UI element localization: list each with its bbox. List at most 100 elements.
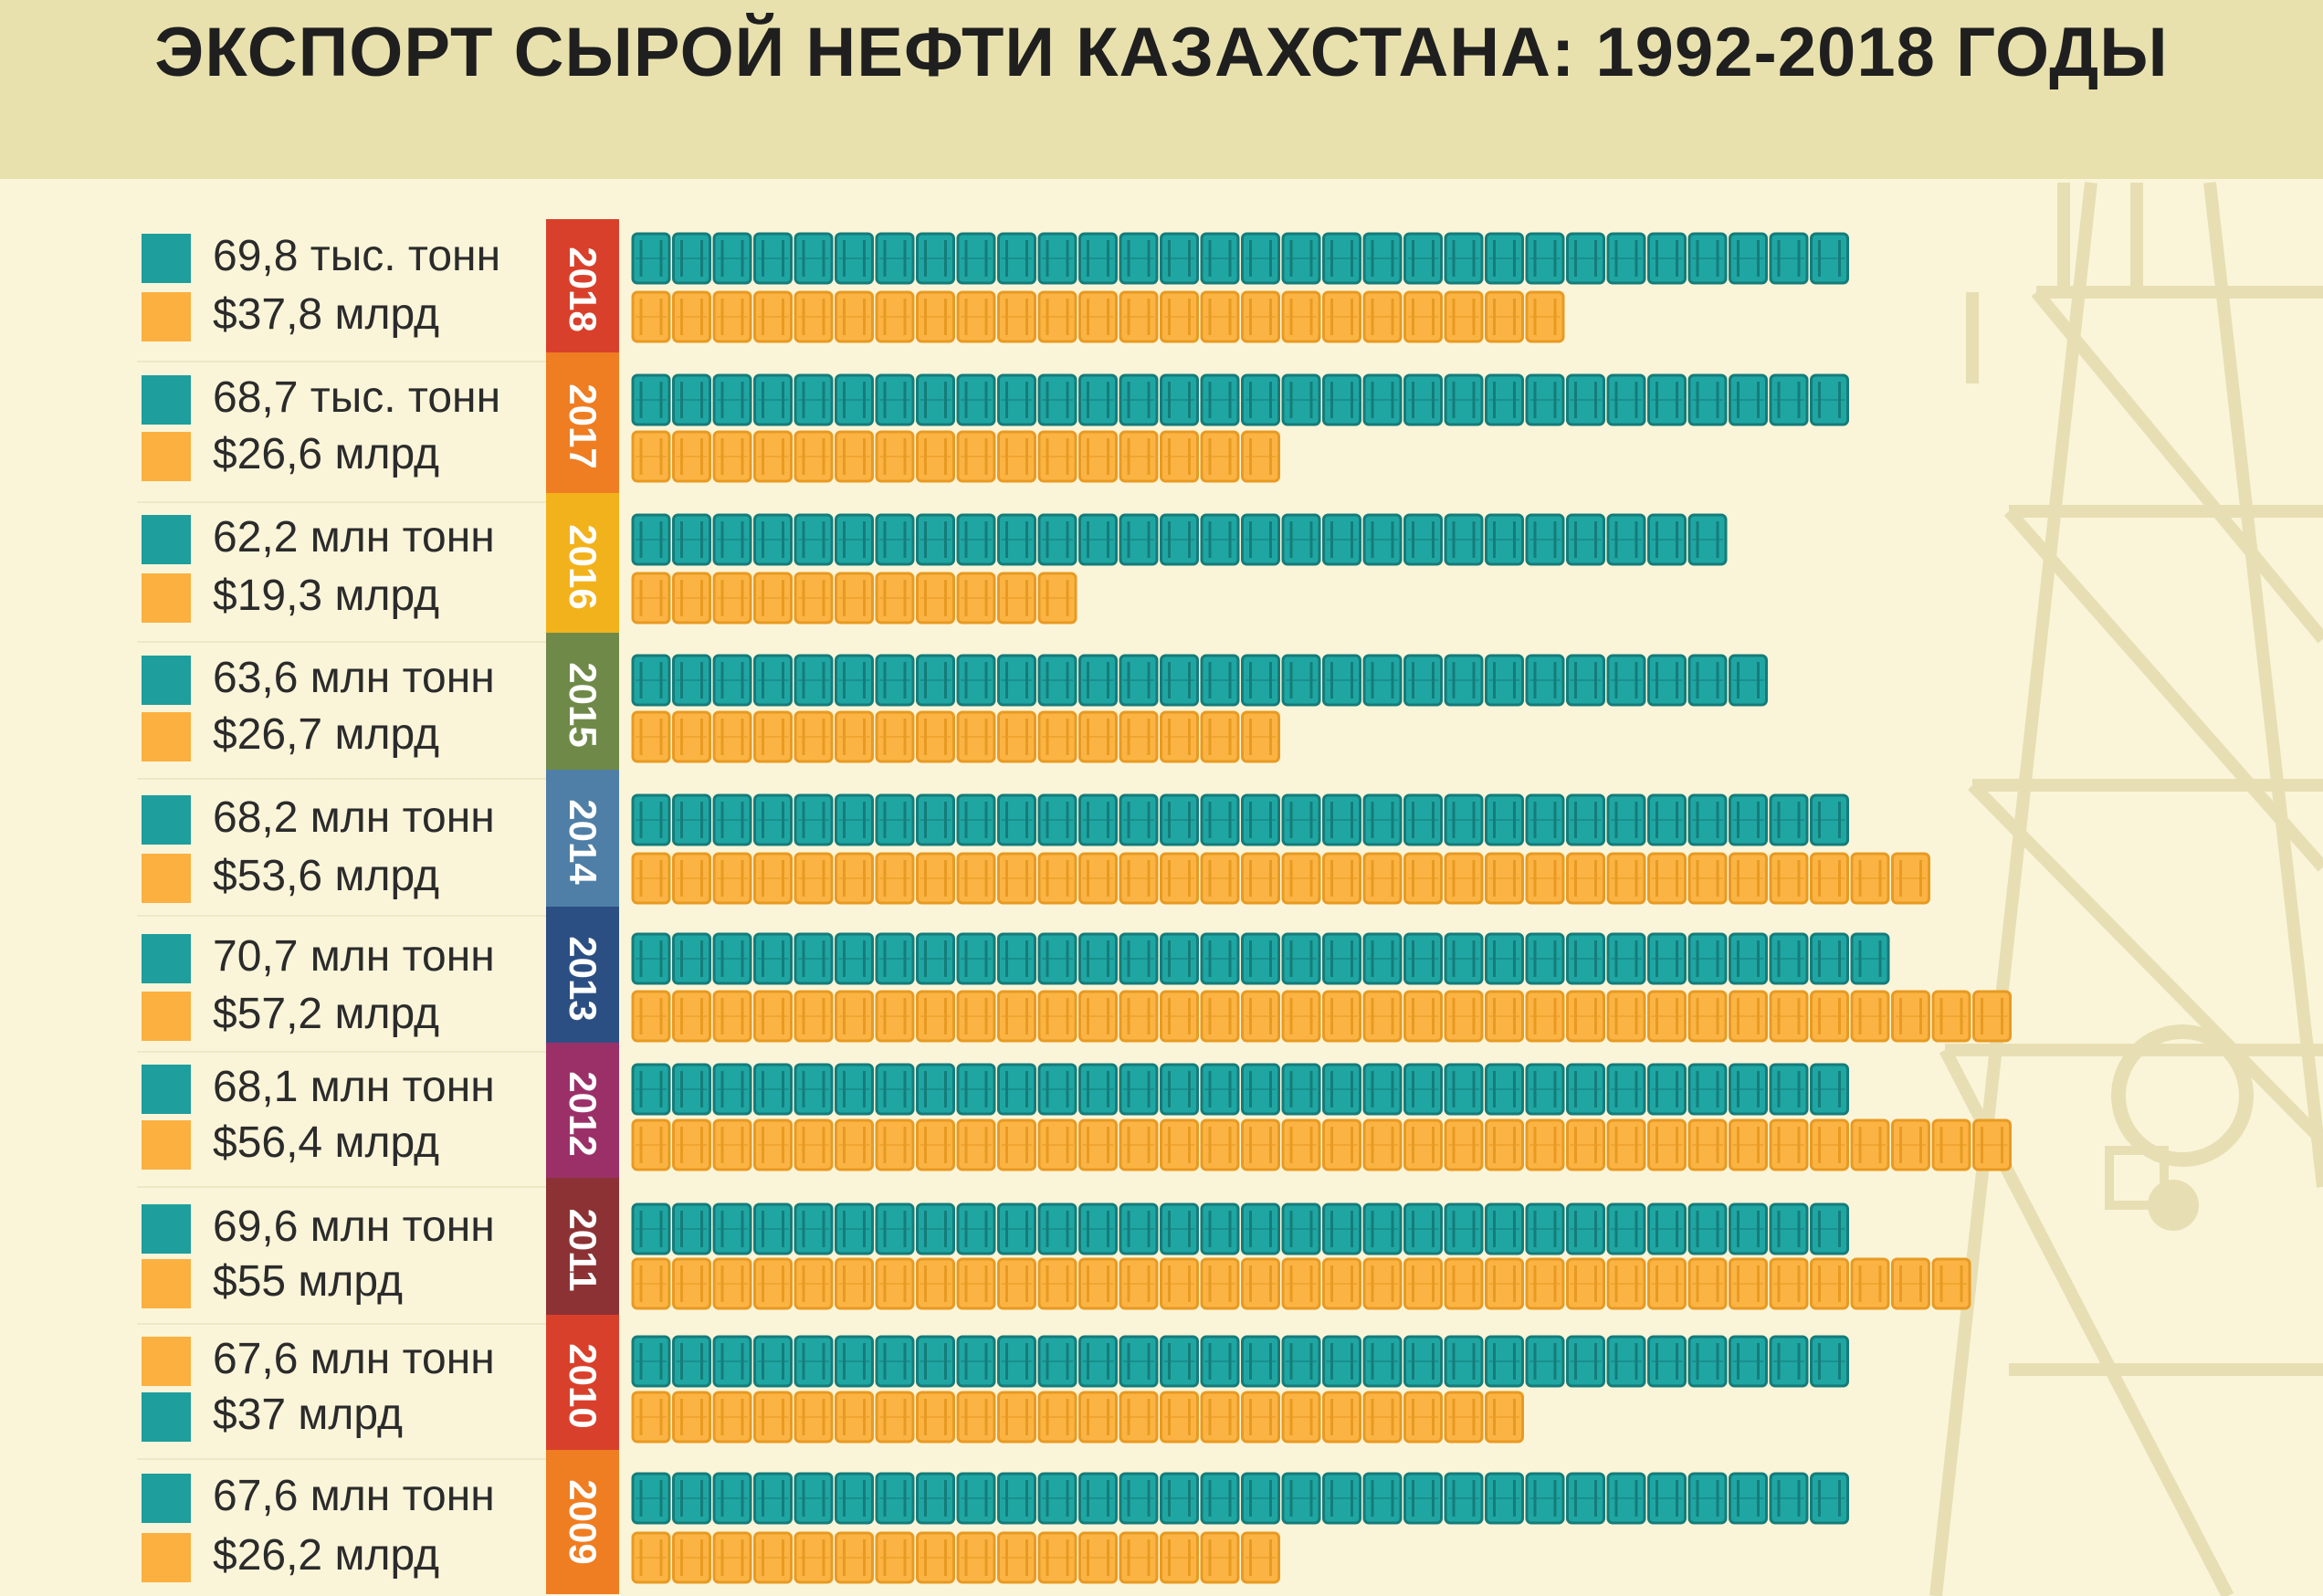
barrel-volume: [631, 654, 671, 707]
barrel-value: [794, 852, 834, 905]
barrel-value: [956, 852, 996, 905]
barrel-value: [1200, 990, 1240, 1043]
barrel-value: [1200, 710, 1240, 763]
barrel-volume: [1485, 1063, 1524, 1116]
value-label: $57,2 млрд: [213, 990, 440, 1038]
barrel-volume: [1281, 654, 1321, 707]
barrel-volume: [1403, 373, 1443, 426]
barrel-volume: [875, 793, 915, 846]
barrel-volume: [1444, 1472, 1484, 1525]
barrel-value: [1769, 1257, 1809, 1310]
barrel-value: [916, 1391, 955, 1444]
barrel-volume: [1485, 1335, 1524, 1388]
barrel-value: [1281, 1391, 1321, 1444]
barrel-value: [1037, 290, 1077, 343]
barrel-value: [1647, 990, 1687, 1043]
row-separator: [137, 1458, 548, 1460]
barrel-value: [1241, 1118, 1280, 1171]
barrel-value: [1729, 1257, 1768, 1310]
barrel-value: [1281, 1118, 1321, 1171]
value-label: $19,3 млрд: [213, 572, 440, 620]
barrel-volume: [631, 932, 671, 985]
barrel-volume: [1525, 932, 1565, 985]
barrel-volume: [1403, 793, 1443, 846]
barrel-value: [916, 710, 955, 763]
barrel-value: [1606, 852, 1646, 905]
barrel-value: [794, 1257, 834, 1310]
legend-square-value: [142, 1259, 191, 1308]
barrel-volume: [1606, 513, 1646, 566]
barrel-value: [672, 852, 711, 905]
barrel-volume: [1810, 793, 1849, 846]
barrel-value: [835, 430, 874, 483]
barrel-value: [1322, 1118, 1361, 1171]
barrel-value: [1078, 1118, 1118, 1171]
barrel-volume: [1160, 232, 1199, 285]
volume-label: 69,8 тыс. тонн: [213, 232, 501, 280]
barrel-volume: [916, 513, 955, 566]
barrel-value: [1485, 1118, 1524, 1171]
barrel-volume: [1647, 513, 1687, 566]
barrel-volume: [1525, 793, 1565, 846]
barrel-volume: [1687, 932, 1728, 985]
barrel-volume: [1281, 1063, 1321, 1116]
barrel-value: [1119, 290, 1159, 343]
barrel-value: [672, 1118, 711, 1171]
barrel-volume: [672, 1063, 711, 1116]
barrel-value: [916, 852, 955, 905]
barrel-value: [631, 990, 671, 1043]
barrel-volume: [1200, 932, 1240, 985]
barrel-value: [1362, 1257, 1403, 1310]
barrel-volume: [916, 1472, 955, 1525]
barrel-volume: [753, 232, 793, 285]
barrel-value: [1241, 710, 1280, 763]
barrel-volume: [956, 373, 996, 426]
barrel-value: [1241, 430, 1280, 483]
year-tab: 2013: [546, 907, 619, 1050]
barrel-volume: [1566, 793, 1605, 846]
barrel-value: [1403, 852, 1443, 905]
barrel-value: [1362, 852, 1403, 905]
barrel-volume: [1606, 373, 1646, 426]
barrel-volume: [1810, 1335, 1849, 1388]
barrel-volume: [1241, 1202, 1280, 1255]
barrel-volume: [1403, 932, 1443, 985]
barrel-volume: [1200, 654, 1240, 707]
barrel-volume: [753, 932, 793, 985]
barrel-volume: [1566, 1063, 1605, 1116]
barrel-volume: [672, 232, 711, 285]
barrel-value: [1037, 1257, 1077, 1310]
legend-square-volume: [142, 1337, 191, 1386]
barrel-volume: [997, 1202, 1036, 1255]
barrel-volume: [1200, 232, 1240, 285]
barrel-volume: [1566, 232, 1605, 285]
barrel-value: [956, 710, 996, 763]
legend-square-value: [142, 292, 191, 341]
barrel-volume: [956, 1063, 996, 1116]
barrel-volume: [997, 1472, 1036, 1525]
barrel-value: [1566, 852, 1605, 905]
barrel-volume: [916, 654, 955, 707]
barrel-volume: [1241, 513, 1280, 566]
barrel-volume: [875, 932, 915, 985]
barrel-value: [1037, 1118, 1077, 1171]
barrel-value: [1729, 990, 1768, 1043]
barrel-volume: [1729, 1335, 1768, 1388]
year-tab: 2010: [546, 1315, 619, 1457]
barrel-value: [916, 1118, 955, 1171]
barrel-value: [956, 430, 996, 483]
barrel-volume: [1037, 1335, 1077, 1388]
barrel-volume: [1160, 1063, 1199, 1116]
barrel-volume: [1810, 932, 1849, 985]
barrel-value: [672, 290, 711, 343]
barrel-volume: [1729, 373, 1768, 426]
barrel-volume: [1525, 232, 1565, 285]
barrel-value: [1200, 1531, 1240, 1584]
barrel-value: [997, 1118, 1036, 1171]
barrel-value: [672, 1391, 711, 1444]
barrel-value: [1322, 852, 1361, 905]
barrel-value: [1241, 1391, 1280, 1444]
barrel-volume: [1078, 1063, 1118, 1116]
barrel-value: [753, 1391, 793, 1444]
barrel-volume: [1160, 513, 1199, 566]
